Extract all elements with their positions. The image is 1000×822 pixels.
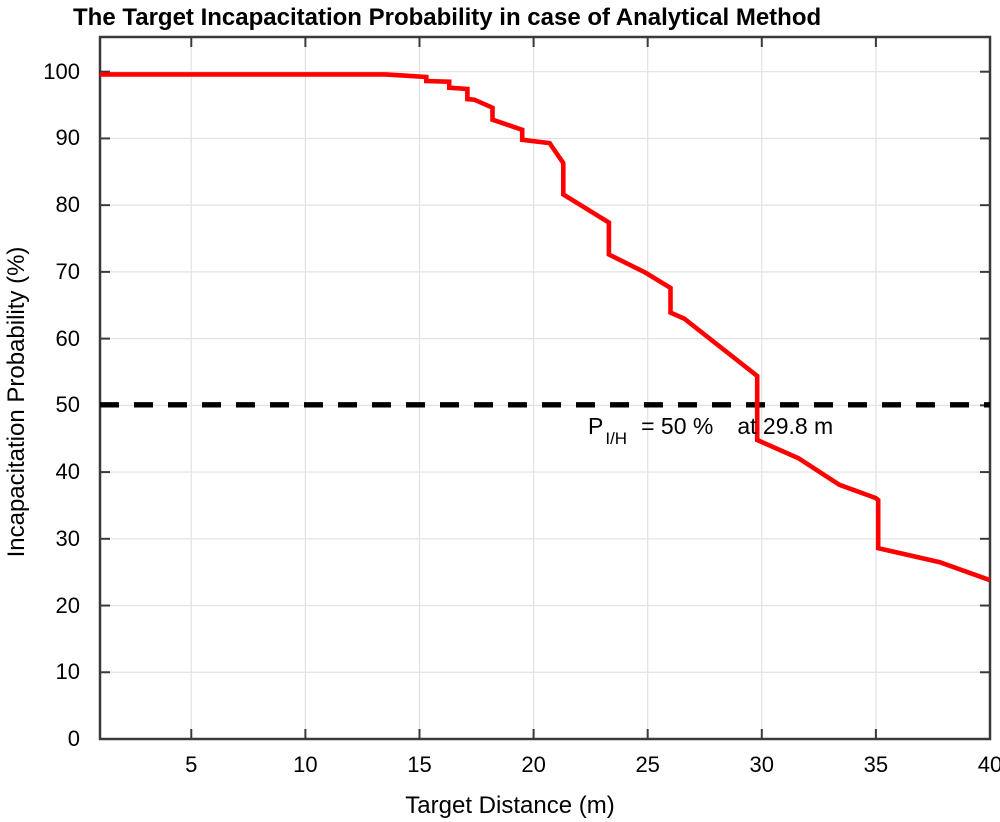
y-tick-label: 30 <box>55 525 80 551</box>
x-tick-label: 20 <box>521 752 546 777</box>
y-tick-label: 90 <box>55 125 80 151</box>
y-tick-label: 0 <box>67 726 80 751</box>
annotation-distance: at 29.8 m <box>737 413 834 439</box>
x-axis-label: Target Distance (m) <box>405 792 615 819</box>
x-tick-label: 35 <box>863 752 889 777</box>
annotation-equals-value: = 50 % <box>641 413 714 439</box>
y-tick-label: 10 <box>55 659 80 685</box>
y-tick-label: 20 <box>55 592 80 618</box>
x-tick-label: 10 <box>293 752 318 777</box>
annotation-p-symbol: P <box>588 413 604 439</box>
y-tick-label: 60 <box>55 325 80 351</box>
y-tick-label: 80 <box>55 192 80 218</box>
axes-frame <box>98 35 992 741</box>
y-tick-label: 50 <box>55 392 80 418</box>
x-tick-label: 40 <box>977 752 1000 777</box>
analytical-method-curve <box>100 72 991 583</box>
x-tick-label: 25 <box>635 752 660 777</box>
x-tick-label: 5 <box>185 752 198 777</box>
x-tick-label: 30 <box>749 752 775 777</box>
y-tick-label: 100 <box>43 58 80 84</box>
annotation-subscript: I/H <box>605 429 628 448</box>
y-tick-label: 40 <box>55 459 80 485</box>
chart-title: The Target Incapacitation Probability in… <box>73 4 822 31</box>
x-tick-label: 15 <box>407 752 432 777</box>
threshold-annotation: P I/H = 50 % at 29.8 m <box>588 413 834 448</box>
y-tick-label: 70 <box>55 258 80 284</box>
